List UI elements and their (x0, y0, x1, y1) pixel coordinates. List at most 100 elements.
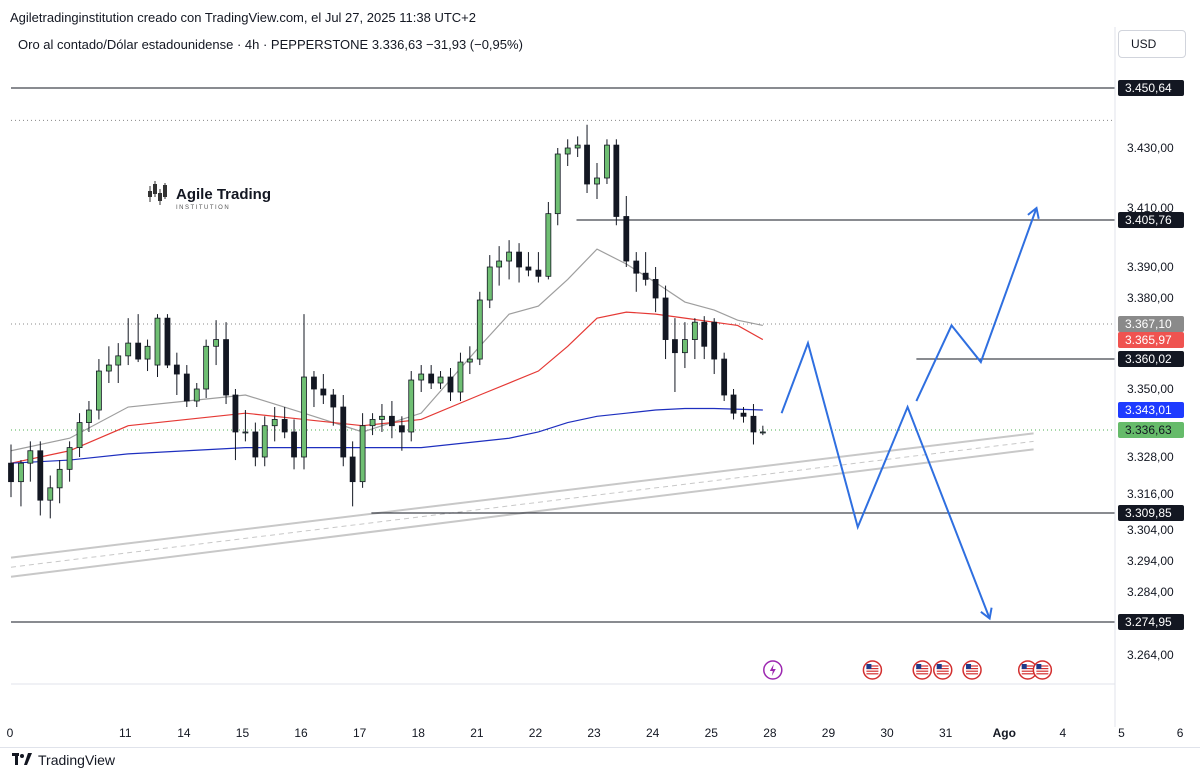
price-label-box (1118, 212, 1184, 228)
candle-body (672, 339, 678, 354)
projection-path-1 (915, 207, 1038, 402)
channel-middle (10, 440, 1034, 568)
x-tick-label: Ago (993, 726, 1016, 740)
candle-body (408, 379, 415, 433)
us-flag-icon (862, 660, 883, 680)
x-tick-label: 14 (177, 726, 191, 740)
x-tick-label: 22 (529, 726, 543, 740)
candle-body (554, 153, 561, 215)
x-tick-label: 0 (7, 726, 14, 740)
candle-body (535, 269, 542, 277)
candle-body (349, 456, 356, 483)
price-label-box (1118, 422, 1184, 438)
y-tick-label: 3.390,00 (1127, 260, 1174, 274)
moving-average-2 (10, 407, 763, 464)
footer-logo[interactable]: TradingView (12, 752, 115, 768)
candle-body (740, 412, 747, 417)
candle-body (213, 339, 220, 347)
candle-body (447, 376, 454, 393)
candle-body (701, 321, 708, 347)
candlestick-chart[interactable]: Oro al contado/Dólar estadounidense · 4h… (0, 27, 1200, 753)
chart-area[interactable]: Oro al contado/Dólar estadounidense · 4h… (0, 27, 1200, 753)
watermark-subtitle: INSTITUTION (176, 205, 230, 211)
candle-body (154, 317, 161, 366)
y-tick-label: 3.410,00 (1127, 201, 1174, 215)
price-label: 3.405,76 (1125, 213, 1172, 227)
x-tick-label: 28 (763, 726, 777, 740)
moving-average-1 (10, 311, 764, 464)
price-label-box (1118, 332, 1184, 348)
candle-body (633, 260, 640, 274)
candle-body (135, 342, 142, 360)
candle-body (232, 394, 239, 433)
x-tick-label: 17 (353, 726, 367, 740)
x-tick-label: 18 (412, 726, 426, 740)
flag-canton (936, 664, 942, 669)
candle-body (398, 425, 405, 433)
y-tick-label: 3.430,00 (1127, 141, 1174, 155)
price-label-box (1118, 505, 1184, 521)
footer-brand: TradingView (38, 752, 116, 768)
price-label: 3.309,85 (1125, 506, 1172, 520)
candle-body (574, 144, 581, 149)
x-tick-label: 4 (1060, 726, 1067, 740)
watermark-logo (148, 181, 167, 205)
candle-body (564, 147, 571, 155)
y-tick-label: 3.284,00 (1127, 585, 1174, 599)
price-label-box (1118, 80, 1184, 96)
flag-canton (1036, 664, 1042, 669)
flag-canton (916, 664, 922, 669)
x-tick-label: 25 (705, 726, 719, 740)
price-label-box (1118, 316, 1184, 332)
projection-arrowhead-1 (1027, 206, 1040, 219)
price-label: 3.336,63 (1125, 423, 1172, 437)
y-tick-label: 3.294,00 (1127, 554, 1174, 568)
price-label-box (1118, 614, 1184, 630)
candle-body (476, 299, 483, 360)
y-tick-label: 3.350,00 (1127, 382, 1174, 396)
price-label: 3.360,02 (1125, 352, 1172, 366)
currency-selector-button[interactable]: USD (1118, 30, 1186, 58)
candle-body (96, 370, 102, 411)
candle-body (37, 450, 44, 501)
candle-body (711, 321, 718, 360)
candle-body (261, 425, 268, 458)
candle-body (76, 422, 83, 449)
candle-body (281, 419, 288, 433)
x-tick-label: 5 (1118, 726, 1125, 740)
attribution-text: Agiletradinginstitution creado con Tradi… (10, 10, 476, 25)
candle-body (8, 462, 14, 483)
candle-body (623, 216, 630, 262)
candle-body (105, 364, 112, 372)
candle-body (164, 317, 171, 366)
flag-canton (866, 664, 872, 669)
candle-body (604, 144, 610, 179)
candle-body (516, 251, 522, 268)
x-tick-label: 11 (119, 726, 132, 740)
candle-body (613, 144, 620, 217)
candle-body (144, 345, 151, 360)
candle-body (291, 431, 297, 458)
bottom-divider (0, 747, 1200, 748)
candle-body (759, 431, 766, 434)
x-tick-label: 6 (1177, 726, 1184, 740)
candle-body (584, 144, 590, 185)
y-tick-label: 3.316,00 (1127, 487, 1174, 501)
candle-body (457, 361, 464, 393)
candle-body (369, 419, 376, 427)
watermark-name: Agile Trading (176, 186, 271, 203)
candle-body (252, 431, 259, 458)
candle-body (652, 278, 659, 299)
us-flag-icon (962, 660, 982, 680)
y-tick-label: 3.328,00 (1127, 450, 1174, 464)
x-tick-label: 29 (822, 726, 836, 740)
flag-canton (966, 664, 972, 669)
moving-average-0 (10, 248, 763, 452)
candle-body (466, 358, 473, 363)
candle-body (506, 251, 513, 262)
price-label: 3.274,95 (1125, 615, 1172, 629)
candle-body (525, 266, 532, 271)
candle-body (330, 394, 337, 408)
x-tick-label: 31 (939, 726, 953, 740)
x-tick-label: 21 (470, 726, 484, 740)
